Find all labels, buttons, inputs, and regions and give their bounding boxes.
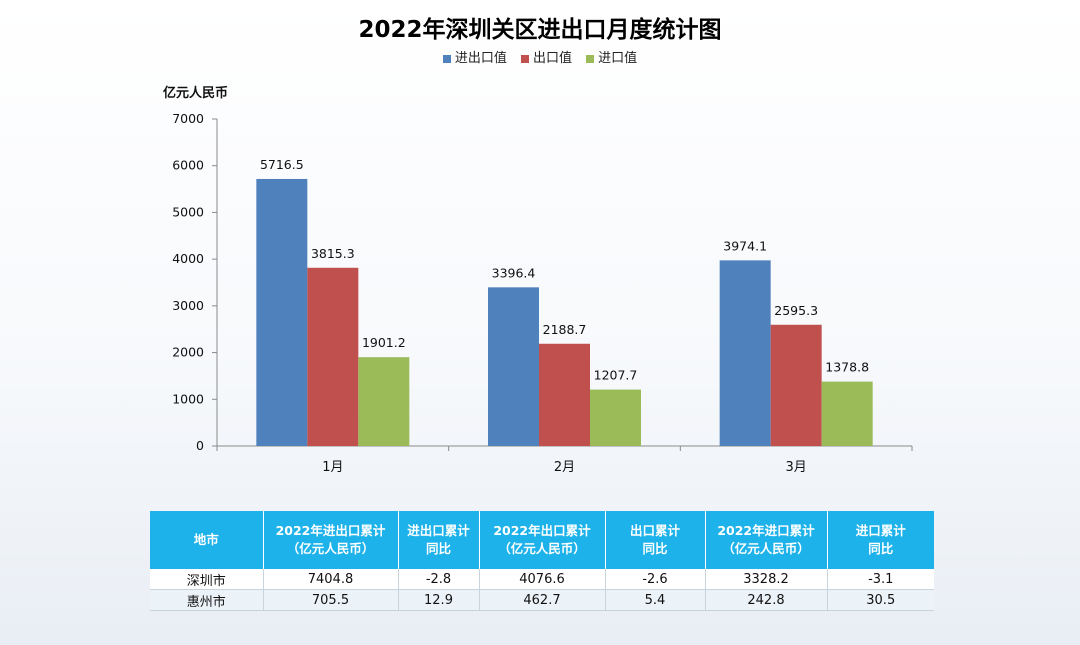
table-cell: 5.4 xyxy=(605,589,706,611)
y-tick-label: 1000 xyxy=(172,391,204,406)
table-cell: 462.7 xyxy=(479,589,606,611)
table-header-total-cumulative: 2022年进出口累计 （亿元人民币） xyxy=(263,511,399,569)
table-cell: 4076.6 xyxy=(479,569,606,590)
y-tick-label: 5000 xyxy=(172,204,204,219)
data-label-series-0: 5716.5 xyxy=(260,157,304,172)
data-label-series-0: 3974.1 xyxy=(723,238,767,253)
table-header-import-yoy: 进口累计 同比 xyxy=(827,511,934,569)
table-header-export-cumulative: 2022年出口累计 （亿元人民币） xyxy=(479,511,606,569)
table-row-huizhou: 惠州市 705.5 12.9 462.7 5.4 242.8 30.5 xyxy=(150,589,934,611)
table-cell: 12.9 xyxy=(398,589,480,611)
table-cell: 深圳市 xyxy=(150,569,264,590)
legend-label-series-0: 进出口值 xyxy=(454,51,507,66)
table-header-import-cumulative: 2022年进口累计 （亿元人民币） xyxy=(705,511,828,569)
legend-item-series-0: 进出口值 xyxy=(442,47,507,66)
table-cell: 3328.2 xyxy=(705,569,828,590)
bar-series-0-3月 xyxy=(719,260,771,446)
data-label-series-1: 3815.3 xyxy=(311,246,355,261)
legend-label-series-1: 出口值 xyxy=(532,51,572,66)
bar-chart: 0 1000 2000 3000 4000 5000 6000 7000 1月 2月 3月 5716.… xyxy=(172,111,913,475)
chart-title: 2022年深圳关区进出口月度统计图 xyxy=(358,17,722,43)
legend-swatch-series-1 xyxy=(520,54,529,63)
table-cell: -2.6 xyxy=(605,569,706,590)
table-cell: 惠州市 xyxy=(150,589,264,611)
data-label-series-2: 1378.8 xyxy=(825,360,869,375)
table-header-export-yoy: 出口累计 同比 xyxy=(605,511,706,569)
bar-series-0-2月 xyxy=(488,287,539,446)
summary-table: 地市 2022年进出口累计 （亿元人民币） 进出口累计 同比 2022年出口累计 （亿… xyxy=(150,511,934,611)
table-cell: 705.5 xyxy=(263,589,399,611)
y-tick-label: 3000 xyxy=(172,298,204,313)
table-cell: 242.8 xyxy=(705,589,828,611)
y-tick-label: 6000 xyxy=(172,158,204,173)
y-tick-label: 4000 xyxy=(172,251,204,266)
x-tick-label: 1月 xyxy=(322,460,343,475)
table-cell: 30.5 xyxy=(827,589,934,611)
table-row-shenzhen: 深圳市 7404.8 -2.8 4076.6 -2.6 3328.2 -3.1 xyxy=(150,569,934,590)
y-axis-unit-label: 亿元人民币 xyxy=(163,86,229,101)
table-header-row: 地市 2022年进出口累计 （亿元人民币） 进出口累计 同比 2022年出口累计 （亿… xyxy=(150,511,934,569)
data-label-series-1: 2595.3 xyxy=(774,303,818,318)
x-tick-label: 3月 xyxy=(786,460,807,475)
table-header-city: 地市 xyxy=(150,511,264,569)
y-tick-label: 0 xyxy=(196,438,204,453)
data-label-series-2: 1207.7 xyxy=(594,368,638,383)
bar-series-2-1月 xyxy=(358,357,410,446)
legend-label-series-2: 进口值 xyxy=(598,51,638,66)
legend-swatch-series-0 xyxy=(442,54,451,63)
table-cell: 7404.8 xyxy=(263,569,399,590)
data-label-series-2: 1901.2 xyxy=(362,335,406,350)
table-header-total-yoy: 进出口累计 同比 xyxy=(398,511,480,569)
bar-series-2-2月 xyxy=(590,389,641,446)
bar-series-1-1月 xyxy=(307,267,359,446)
bar-series-2-3月 xyxy=(821,381,873,446)
legend-item-series-1: 出口值 xyxy=(520,47,572,66)
x-tick-label: 2月 xyxy=(554,460,575,475)
bar-series-1-3月 xyxy=(770,324,822,446)
y-tick-label: 2000 xyxy=(172,345,204,360)
table-cell: -2.8 xyxy=(398,569,480,590)
data-label-series-0: 3396.4 xyxy=(492,265,536,280)
chart-legend: 进出口值 出口值 进口值 xyxy=(0,47,1080,66)
y-tick-label: 7000 xyxy=(172,111,204,126)
bar-series-1-2月 xyxy=(539,343,590,446)
data-label-series-1: 2188.7 xyxy=(543,322,587,337)
legend-swatch-series-2 xyxy=(586,54,595,63)
bar-series-0-1月 xyxy=(256,178,308,447)
table-cell: -3.1 xyxy=(827,569,934,590)
legend-item-series-2: 进口值 xyxy=(586,47,637,66)
